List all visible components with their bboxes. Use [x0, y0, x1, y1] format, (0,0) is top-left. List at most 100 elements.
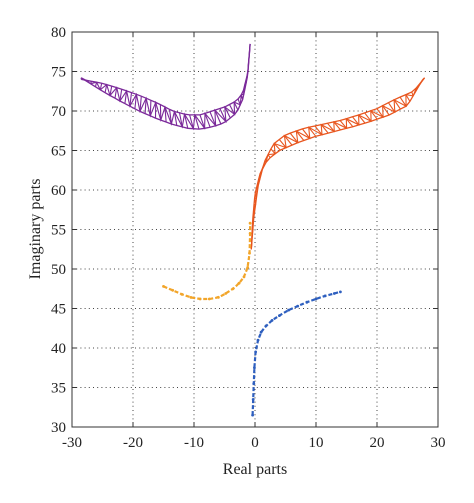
series-rung	[301, 128, 311, 139]
series-line-outer	[250, 79, 424, 250]
series-line-inner	[81, 43, 251, 116]
y-tick-label: 45	[51, 302, 66, 318]
x-tick-label: -20	[123, 435, 143, 451]
series-rung	[204, 113, 211, 128]
series-point	[323, 294, 327, 298]
series-rung	[352, 116, 360, 126]
series-rung	[229, 104, 236, 115]
series-rung	[240, 94, 244, 100]
y-tick-label: 55	[51, 223, 66, 239]
series-rung	[393, 99, 401, 110]
series-point	[248, 221, 252, 225]
series-rung	[258, 178, 261, 181]
series-rung	[382, 105, 390, 116]
series-rung	[411, 91, 414, 97]
series-rung	[224, 106, 231, 119]
series-point	[305, 300, 309, 304]
series-rung	[327, 122, 335, 132]
y-tick-label: 35	[51, 381, 66, 397]
x-axis-label: Real parts	[223, 461, 287, 478]
series-3	[251, 290, 342, 417]
series-zigzag	[250, 77, 426, 250]
series-point	[207, 297, 211, 301]
series-rung	[173, 111, 178, 126]
series-point	[231, 287, 235, 291]
y-tick-label: 50	[51, 262, 66, 278]
series-rung	[237, 98, 241, 105]
series-rung	[364, 112, 372, 122]
series-rung	[320, 124, 329, 134]
series-rung	[178, 112, 183, 128]
series-rung	[144, 98, 147, 114]
series-rung	[90, 81, 92, 84]
series-point	[254, 350, 257, 354]
series-rung	[264, 160, 267, 163]
series-rung	[219, 108, 227, 122]
series-point	[252, 382, 256, 385]
series-point	[189, 296, 193, 299]
series-rung	[114, 87, 118, 99]
series-point	[264, 324, 268, 328]
series-point	[171, 288, 175, 292]
series-rung	[139, 96, 142, 112]
series-layer	[80, 43, 426, 417]
series-rung	[422, 77, 425, 80]
series-point	[162, 285, 165, 288]
series-point	[180, 292, 184, 296]
series-point	[270, 319, 274, 322]
series-rung	[104, 84, 108, 93]
y-tick-label: 65	[51, 144, 66, 160]
series-rung	[308, 126, 317, 137]
x-tick-label: 20	[370, 435, 385, 451]
y-tick-label: 60	[51, 183, 66, 199]
series-point	[198, 297, 202, 301]
series-point	[251, 398, 255, 401]
series-rung	[169, 109, 172, 125]
series-1	[250, 77, 426, 250]
series-rung	[109, 86, 113, 96]
series-rung	[419, 82, 421, 86]
y-tick-label: 75	[51, 65, 66, 81]
series-rung	[267, 154, 271, 159]
x-tick-label: 30	[431, 435, 446, 451]
series-point	[224, 292, 228, 295]
series-rung	[99, 83, 103, 90]
series-rung	[129, 92, 133, 107]
series-point	[296, 304, 300, 308]
x-tick-label: -10	[184, 435, 204, 451]
series-zigzag	[80, 43, 251, 131]
series-rung	[124, 90, 128, 104]
series-point	[237, 281, 241, 285]
tick-layer: -30 -20 -10 0 10 20 30 30 35 40 45 50 55 60 65 70 75 80	[51, 25, 446, 451]
series-rung	[295, 130, 305, 141]
series-point	[246, 266, 250, 269]
x-tick-label: 10	[309, 435, 324, 451]
series-2	[162, 221, 252, 301]
series-rung	[259, 172, 262, 175]
series-rung	[278, 139, 287, 148]
series-point	[332, 292, 336, 295]
y-tick-label: 30	[51, 420, 66, 436]
series-point	[248, 251, 251, 255]
series-rung	[405, 94, 411, 102]
series-rung	[358, 114, 366, 124]
series-rung	[119, 89, 123, 102]
series-point	[314, 297, 318, 301]
series-rung	[149, 100, 152, 116]
series-0	[80, 43, 251, 131]
series-line	[251, 290, 341, 416]
series-rung	[255, 191, 258, 193]
x-tick-label: 0	[251, 435, 259, 451]
series-rung	[314, 125, 323, 136]
series-point	[248, 232, 252, 235]
series-point	[339, 290, 342, 294]
y-tick-label: 40	[51, 341, 66, 357]
series-rung	[339, 120, 348, 129]
series-rung	[283, 135, 293, 146]
series-rung	[273, 143, 281, 151]
series-rung	[289, 132, 299, 143]
series-point	[251, 413, 255, 417]
series-rung	[399, 96, 407, 107]
series-rung	[164, 106, 167, 123]
